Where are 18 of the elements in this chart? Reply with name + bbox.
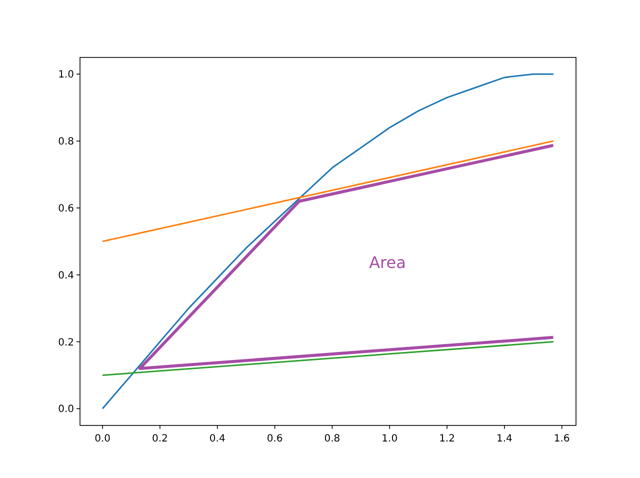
annotation: Area xyxy=(369,252,406,272)
y-tick-label: 0.2 xyxy=(58,337,74,348)
y-tick-label: 1.0 xyxy=(58,70,74,81)
x-tick-label: 1.2 xyxy=(439,433,455,444)
x-tick-label: 0.0 xyxy=(94,433,110,444)
x-tick-label: 0.8 xyxy=(324,433,340,444)
x-tick-label: 1.4 xyxy=(496,433,512,444)
y-tick-label: 0.0 xyxy=(58,404,74,416)
y-tick-label: 0.4 xyxy=(58,270,74,282)
x-tick-label: 1.0 xyxy=(382,433,398,444)
x-tick-label: 1.6 xyxy=(554,433,570,444)
line-series xyxy=(102,73,554,410)
x-tick-label: 0.4 xyxy=(209,433,226,444)
x-tick-label: 0.2 xyxy=(152,433,168,444)
line-series xyxy=(138,144,555,370)
y-tick-label: 0.6 xyxy=(58,203,74,214)
y-tick-label: 0.8 xyxy=(58,136,74,148)
x-tick-label: 0.6 xyxy=(266,433,283,444)
